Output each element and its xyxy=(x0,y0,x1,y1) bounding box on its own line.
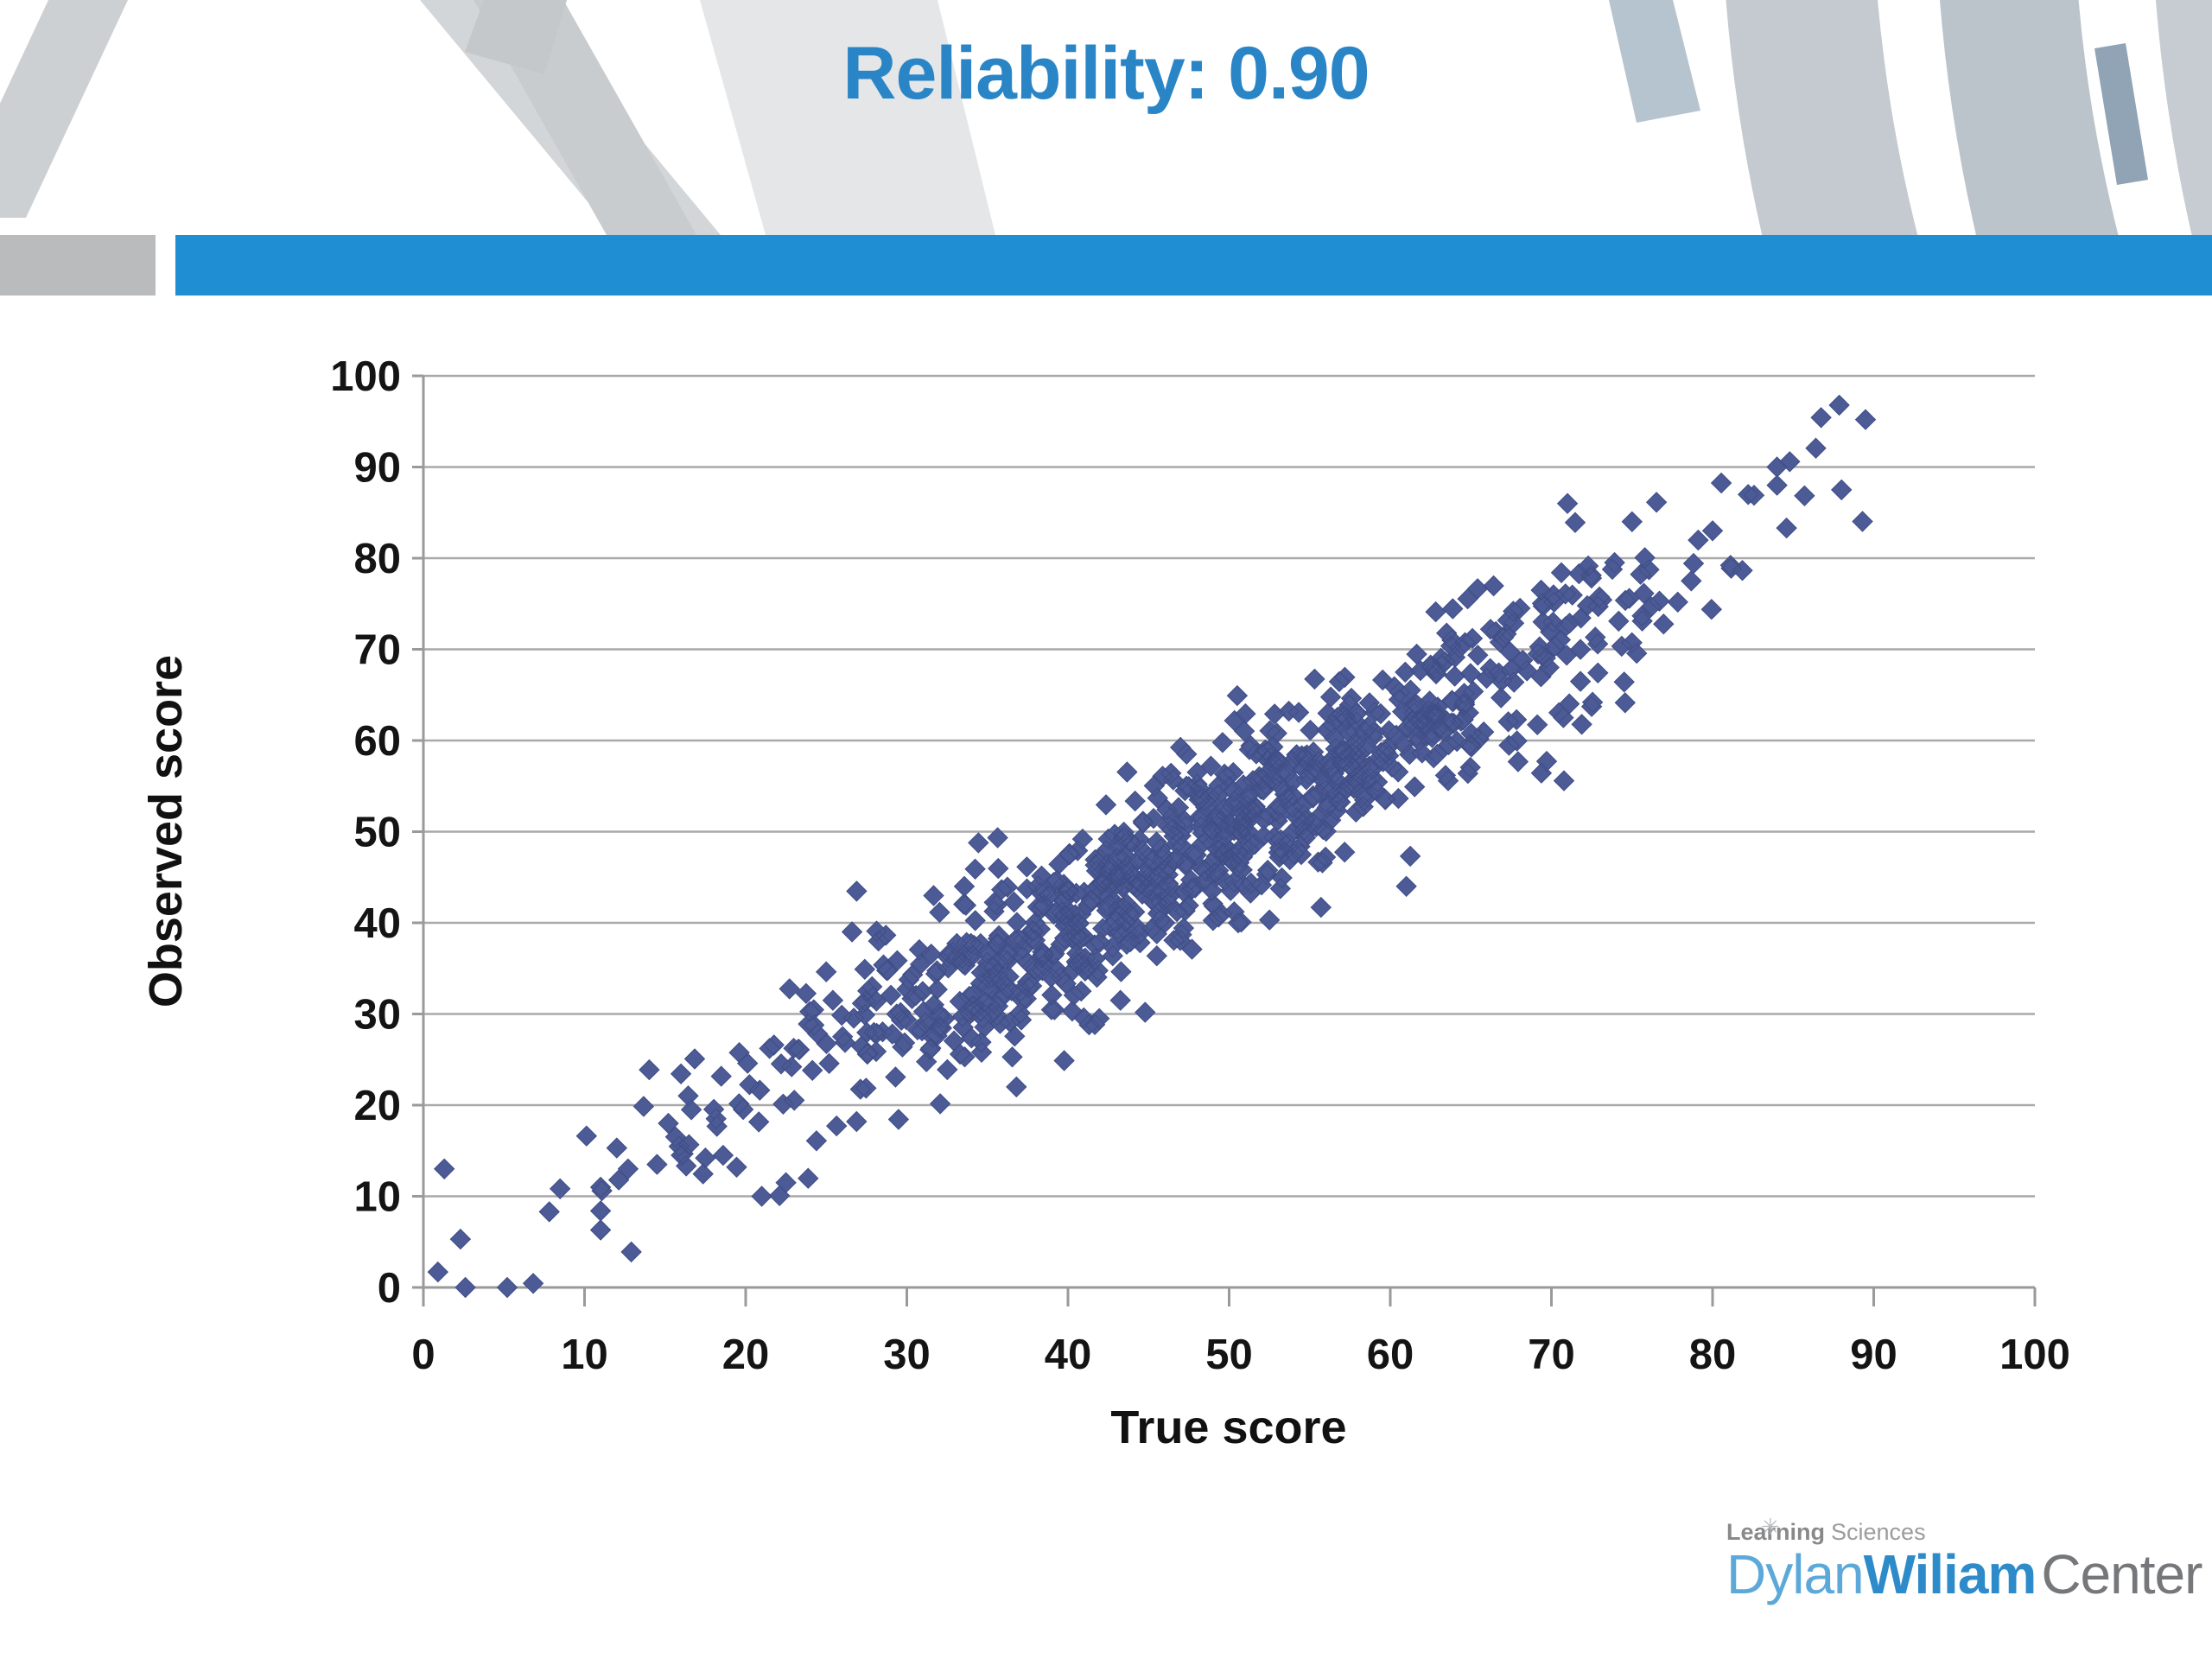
y-tick-label: 20 xyxy=(353,1083,401,1129)
y-tick-label: 90 xyxy=(353,445,401,492)
sparkle-icon: ✳ xyxy=(1761,1514,1780,1540)
y-tick-label: 40 xyxy=(353,900,401,947)
y-tick-label: 70 xyxy=(353,627,401,674)
x-tick-label: 100 xyxy=(1999,1332,2070,1378)
x-tick-label: 10 xyxy=(561,1332,608,1378)
page-title: Reliability: 0.90 xyxy=(842,32,1370,115)
y-tick-label: 0 xyxy=(378,1265,401,1312)
logo-sciences: Sciences xyxy=(1831,1519,1926,1545)
logo-wiliam: Wiliam xyxy=(1863,1543,2037,1605)
header-decor xyxy=(0,0,2212,235)
logo-line2: DylanWiliamCenter xyxy=(1726,1547,2202,1602)
x-tick-label: 40 xyxy=(1045,1332,1092,1378)
y-tick-label: 30 xyxy=(353,992,401,1039)
x-axis-title: True score xyxy=(1110,1402,1347,1453)
logo-center: Center xyxy=(2041,1543,2202,1605)
x-tick-label: 80 xyxy=(1689,1332,1737,1378)
header-blue-bar xyxy=(175,235,2212,296)
logo-line1: Learning Sciences xyxy=(1726,1521,2193,1544)
logo-dylan: Dylan xyxy=(1726,1543,1865,1605)
header-gray-block xyxy=(0,235,156,296)
center-arc-slashes xyxy=(420,0,995,235)
x-tick-label: 20 xyxy=(722,1332,770,1378)
y-tick-label: 60 xyxy=(353,718,401,765)
x-tick-label: 90 xyxy=(1850,1332,1897,1378)
scatter-points xyxy=(427,394,1877,1299)
logo-learning: Learning xyxy=(1726,1519,1826,1545)
y-tick-label: 100 xyxy=(330,353,401,400)
x-tick-label: 30 xyxy=(883,1332,931,1378)
x-tick-label: 0 xyxy=(411,1332,435,1378)
x-tick-label: 50 xyxy=(1205,1332,1253,1378)
y-tick-label: 50 xyxy=(353,810,401,856)
y-tick-label: 80 xyxy=(353,536,401,582)
x-tick-label: 70 xyxy=(1528,1332,1575,1378)
y-axis-title: Observed score xyxy=(140,654,192,1008)
x-tick-label: 60 xyxy=(1367,1332,1414,1378)
brand-logo: ✳ Learning Sciences DylanWiliamCenter xyxy=(1726,1516,2202,1602)
y-tick-label: 10 xyxy=(353,1174,401,1221)
right-arc-rings xyxy=(1609,0,2212,235)
left-arc-slash xyxy=(0,0,128,218)
